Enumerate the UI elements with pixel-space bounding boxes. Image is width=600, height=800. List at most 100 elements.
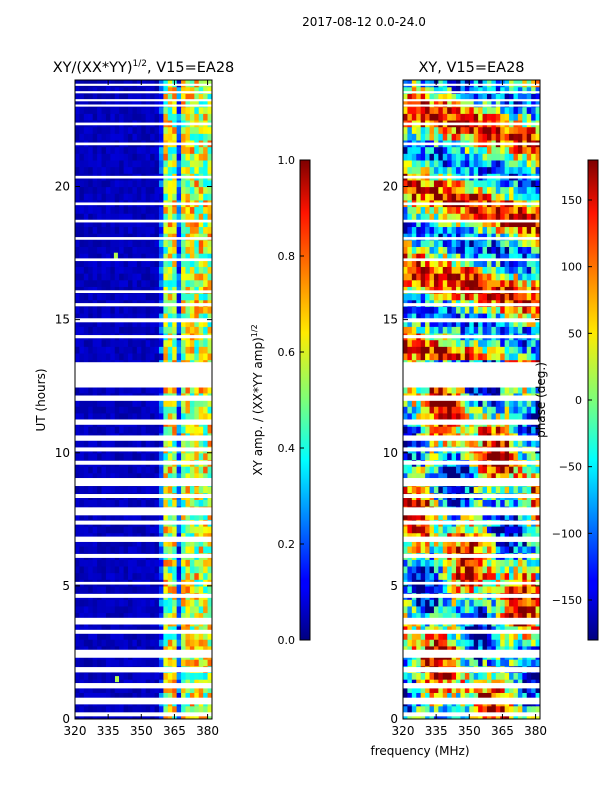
heatmap-cell <box>482 599 488 607</box>
heatmap-cell <box>460 532 466 540</box>
heatmap-cell <box>172 86 178 94</box>
heatmap-cell <box>176 259 182 267</box>
heatmap-cell <box>123 532 129 540</box>
heatmap-cell <box>504 525 510 534</box>
heatmap-cell <box>105 293 111 301</box>
heatmap-cell <box>194 286 200 294</box>
heatmap-cell <box>531 426 537 434</box>
heatmap-cell <box>194 426 200 434</box>
heatmap-cell <box>469 439 475 447</box>
heatmap-cell <box>411 659 417 667</box>
heatmap-cell <box>194 585 200 594</box>
heatmap-cell <box>114 213 120 221</box>
heatmap-cell <box>504 326 510 334</box>
heatmap-cell <box>88 452 94 461</box>
heatmap-cell <box>203 219 209 228</box>
heatmap-cell <box>407 312 413 321</box>
heatmap-cell <box>513 692 519 700</box>
heatmap-cell <box>145 412 151 421</box>
heatmap-cell <box>447 339 453 347</box>
heatmap-cell <box>136 426 142 434</box>
heatmap-cell <box>105 126 111 134</box>
heatmap-cell <box>517 585 523 594</box>
heatmap-cell <box>128 659 134 667</box>
heatmap-cell <box>513 339 519 347</box>
heatmap-cell <box>207 86 212 94</box>
heatmap-cell <box>181 326 187 334</box>
heatmap-cell <box>473 406 479 414</box>
heatmap-cell <box>136 472 142 480</box>
heatmap-cell <box>150 279 156 287</box>
heatmap-cell <box>123 306 129 314</box>
heatmap-cell <box>136 233 142 241</box>
heatmap-cell <box>167 93 173 101</box>
heatmap-cell <box>136 99 142 108</box>
heatmap-cell <box>110 472 116 480</box>
heatmap-cell <box>167 133 173 141</box>
heatmap-cell <box>517 559 523 567</box>
heatmap-cell <box>110 312 116 321</box>
heatmap-cell <box>513 412 519 421</box>
heatmap-cell <box>526 486 532 494</box>
heatmap-cell <box>407 486 413 494</box>
heatmap-cell <box>522 585 528 594</box>
heatmap-cell <box>189 246 195 254</box>
heatmap-cell <box>167 159 173 168</box>
heatmap-cell <box>105 645 111 654</box>
phase-panel-title: XY, V15=EA28 <box>418 60 524 76</box>
heatmap-cell <box>203 625 209 634</box>
heatmap-cell <box>105 399 111 407</box>
heatmap-cell <box>504 452 510 461</box>
heatmap-cell <box>425 672 431 680</box>
heatmap-cell <box>163 146 169 154</box>
heatmap-cell <box>203 679 209 687</box>
heatmap-cell <box>92 406 98 414</box>
heatmap-cell <box>189 539 195 547</box>
heatmap-cell <box>141 499 147 507</box>
heatmap-cell <box>154 679 160 687</box>
heatmap-cell <box>194 306 200 314</box>
heatmap-cell <box>83 293 89 301</box>
heatmap-cell <box>198 113 204 121</box>
heatmap-cell <box>92 525 98 534</box>
heatmap-cell <box>145 612 151 620</box>
heatmap-cell <box>88 585 94 594</box>
heatmap-cell <box>522 705 528 713</box>
heatmap-cell <box>194 599 200 607</box>
heatmap-cell <box>123 639 129 647</box>
amplitude-heatmap <box>75 80 212 719</box>
heatmap-cell <box>194 133 200 141</box>
heatmap-cell <box>500 319 506 327</box>
heatmap-cell <box>181 339 187 347</box>
heatmap-cell <box>172 233 178 241</box>
heatmap-cell <box>88 692 94 700</box>
heatmap-cell <box>158 692 164 700</box>
heatmap-cell <box>75 133 81 141</box>
heatmap-cell <box>509 679 515 687</box>
heatmap-cell <box>509 639 515 647</box>
heatmap-cell <box>185 565 191 574</box>
heatmap-cell <box>185 219 191 228</box>
heatmap-cell <box>198 133 204 141</box>
heatmap-cell <box>167 99 173 108</box>
heatmap-cell <box>105 692 111 700</box>
heatmap-cell <box>101 93 107 101</box>
heatmap-cell <box>429 585 435 594</box>
heatmap-cell <box>403 599 409 607</box>
heatmap-cell <box>194 80 200 88</box>
heatmap-cell <box>456 705 462 713</box>
heatmap-cell <box>128 93 134 101</box>
heatmap-cell <box>486 572 492 580</box>
heatmap-cell <box>425 472 431 480</box>
heatmap-cell <box>509 632 515 640</box>
heatmap-cell <box>97 339 103 347</box>
heatmap-cell <box>97 233 103 241</box>
heatmap-cell <box>500 565 506 574</box>
heatmap-cell <box>154 499 160 507</box>
heatmap-cell <box>92 219 98 228</box>
heatmap-cell <box>473 426 479 434</box>
heatmap-cell <box>158 93 164 101</box>
heatmap-cell <box>141 352 147 361</box>
heatmap-cell <box>451 439 457 447</box>
heatmap-cell <box>110 159 116 168</box>
